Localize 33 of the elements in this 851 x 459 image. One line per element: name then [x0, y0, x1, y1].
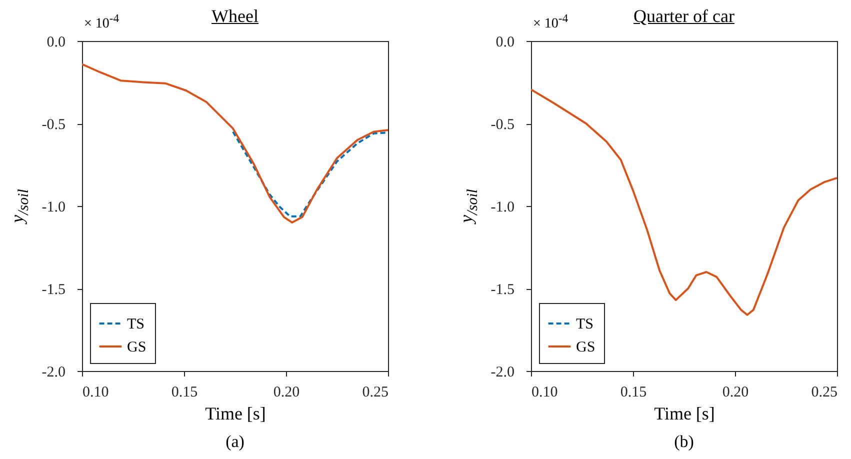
x-tick-label: 0.25 — [362, 384, 388, 400]
y-tick-label: -2.0 — [42, 364, 66, 380]
x-tick-label: 0.20 — [273, 384, 300, 400]
chart-title: Quarter of car — [634, 6, 734, 27]
y-tick-label: -0.5 — [42, 117, 66, 133]
text: (a) — [226, 432, 244, 452]
x-axis-title: Time [s] — [205, 404, 266, 424]
chart-title: Wheel — [212, 6, 258, 27]
y-tick-label: -1.5 — [42, 282, 66, 298]
line-series — [232, 130, 388, 218]
y-tick-label: -1.5 — [490, 282, 514, 298]
text: (b) — [674, 432, 694, 452]
x-axis-title: Time [s] — [654, 404, 715, 424]
y-tick-label: 0.0 — [496, 34, 514, 50]
x-tick-label: 0.20 — [722, 384, 749, 400]
line-series — [531, 88, 837, 316]
y-tick-label: -2.0 — [490, 364, 514, 380]
y-tick-label: -0.5 — [490, 117, 514, 133]
legend-label: GS — [576, 340, 596, 356]
y-tick-label: -1.0 — [42, 200, 66, 216]
x-tick-label: 0.15 — [171, 384, 198, 400]
y-tick-label: -1.0 — [490, 200, 514, 216]
legend-label: GS — [127, 340, 146, 356]
x-tick-label: 0.25 — [811, 384, 838, 400]
y-tick-label: 0.0 — [46, 34, 66, 50]
text: × 10$^{-4}$ — [533, 12, 568, 33]
line-series — [82, 63, 388, 224]
text: × 10$^{-4}$ — [84, 12, 120, 33]
x-tick-label: 0.15 — [620, 384, 647, 400]
legend-label: TS — [576, 316, 594, 332]
x-tick-label: 0.10 — [82, 384, 109, 400]
x-tick-label: 0.10 — [532, 384, 558, 400]
legend-label: TS — [127, 316, 145, 332]
